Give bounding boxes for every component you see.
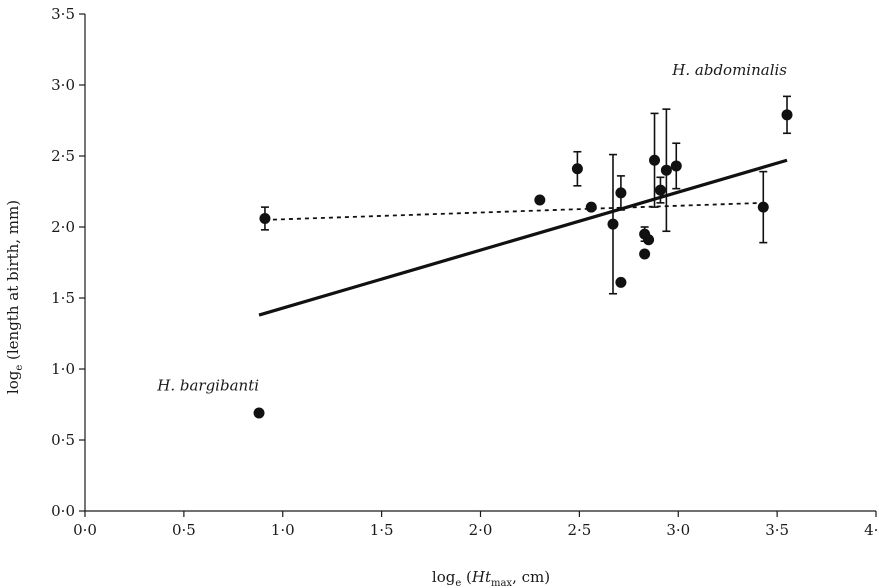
data-point xyxy=(615,187,627,199)
y-tick-label: 2·0 xyxy=(51,218,75,236)
x-axis-label: loge (Htmax, cm) xyxy=(432,568,550,588)
data-point xyxy=(253,407,265,419)
y-tick-label: 1·0 xyxy=(51,360,75,378)
x-tick-label: 3·0 xyxy=(666,521,690,539)
solid-regression-line xyxy=(258,158,788,317)
data-point xyxy=(654,184,666,196)
x-tick-label: 2·0 xyxy=(469,521,493,539)
data-point xyxy=(670,160,682,172)
species-annotation: H. abdominalis xyxy=(671,61,787,79)
data-point xyxy=(534,194,546,206)
data-points xyxy=(253,109,793,419)
data-point xyxy=(585,201,597,213)
x-tick-label: 1·0 xyxy=(271,521,295,539)
data-point xyxy=(615,276,627,288)
data-point xyxy=(781,109,793,121)
axes: 0·0 0·5 1·0 1·5 2·0 2·5 3·0 3·5 4·0 0·0 0·5 1·0 1·5 2… xyxy=(51,5,879,539)
data-point xyxy=(639,248,651,260)
data-point xyxy=(259,212,271,224)
y-tick-label: 0·5 xyxy=(51,431,75,449)
data-point xyxy=(571,163,583,175)
y-tick-label: 2·5 xyxy=(51,147,75,165)
error-bars xyxy=(260,95,792,295)
y-tick-label: 1·5 xyxy=(51,289,75,307)
data-point xyxy=(660,164,672,176)
data-point xyxy=(649,154,661,166)
annotations: H. abdominalis H. bargibanti xyxy=(156,61,787,394)
x-tick-label: 0·5 xyxy=(172,521,196,539)
y-axis-label: loge (length at birth, mm) xyxy=(4,200,25,394)
x-tick-label: 1·5 xyxy=(370,521,394,539)
data-point xyxy=(757,201,769,213)
x-tick-label: 4·0 xyxy=(864,521,879,539)
dashed-regression-line xyxy=(264,201,764,221)
y-tick-label: 0·0 xyxy=(51,502,75,520)
y-tick-label: 3·0 xyxy=(51,76,75,94)
y-tick-label: 3·5 xyxy=(51,5,75,23)
x-tick-label: 3·5 xyxy=(765,521,789,539)
data-point xyxy=(643,234,655,246)
data-point xyxy=(607,218,619,230)
x-tick-label: 0·0 xyxy=(73,521,97,539)
x-tick-label: 2·5 xyxy=(567,521,591,539)
regression-lines xyxy=(258,158,788,317)
species-annotation: H. bargibanti xyxy=(156,376,259,394)
